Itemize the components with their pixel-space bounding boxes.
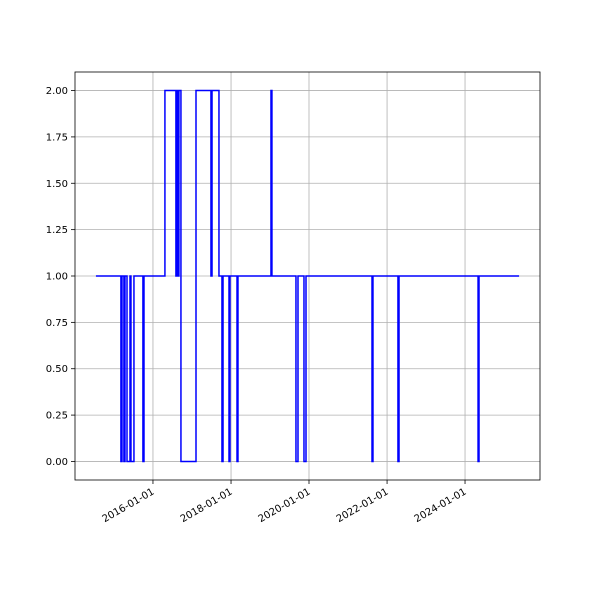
y-tick-label: 1.00 [46, 272, 68, 283]
step-line [95, 89, 520, 463]
y-tick-label: 0.50 [46, 364, 68, 375]
y-tick-label: 2.00 [46, 86, 68, 97]
y-tick-label: 1.75 [46, 132, 68, 143]
y-tick-label: 0.25 [46, 411, 68, 422]
y-tick-label: 0.75 [46, 318, 68, 329]
y-tick-label: 0.00 [46, 457, 68, 468]
y-tick-label: 1.50 [46, 179, 68, 190]
y-tick-label: 1.25 [46, 225, 68, 236]
plot-frame [74, 71, 541, 481]
